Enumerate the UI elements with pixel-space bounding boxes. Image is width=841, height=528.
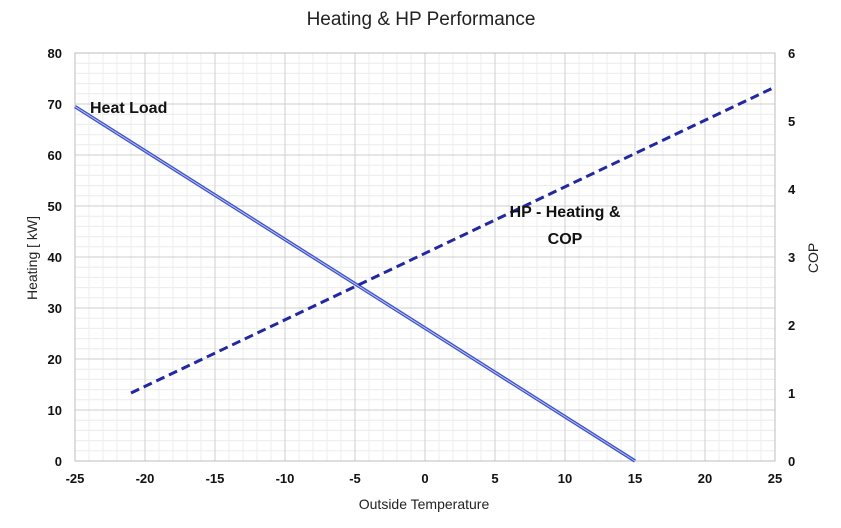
chart-title: Heating & HP Performance — [307, 9, 536, 30]
y-axis-label: Heating [ kW] — [24, 216, 40, 300]
series-line-1 — [130, 85, 776, 395]
y2-axis-label: COP — [805, 243, 821, 273]
x-tick-label: 15 — [628, 471, 642, 486]
y2-tick-label: 2 — [788, 318, 795, 333]
y2-tick-label: 4 — [788, 182, 796, 197]
x-tick-label: -20 — [136, 471, 155, 486]
y-tick-label: 30 — [48, 301, 62, 316]
y-tick-label: 60 — [48, 148, 62, 163]
y-tick-label: 20 — [48, 352, 62, 367]
x-tick-label: -10 — [276, 471, 295, 486]
grid — [74, 52, 776, 462]
y-tick-label: 70 — [48, 97, 62, 112]
y-tick-label: 0 — [55, 454, 62, 469]
series-lines — [74, 85, 776, 463]
y2-tick-label: 5 — [788, 114, 795, 129]
y-tick-label: 10 — [48, 403, 62, 418]
y2-tick-label: 0 — [788, 454, 795, 469]
x-tick-label: -15 — [206, 471, 225, 486]
x-tick-label: 25 — [768, 471, 782, 486]
x-axis-label: Outside Temperature — [359, 496, 490, 512]
annotation-heat-load: Heat Load — [90, 100, 167, 117]
annotation-hp-line1: HP - Heating & — [510, 204, 621, 221]
y-tick-label: 80 — [48, 46, 62, 61]
x-tick-label: -25 — [66, 471, 85, 486]
y2-tick-label: 3 — [788, 250, 795, 265]
x-tick-label: 5 — [491, 471, 498, 486]
plot-frame — [74, 52, 776, 462]
tick-labels: -25 -20 -15 -10 -5 0 5 10 15 20 250102030405060708… — [48, 46, 796, 486]
y2-tick-label: 6 — [788, 46, 795, 61]
series-line-highlight-0 — [74, 106, 636, 462]
x-tick-label: 20 — [698, 471, 712, 486]
y-tick-label: 50 — [48, 199, 62, 214]
x-tick-label: 10 — [558, 471, 572, 486]
y-tick-label: 40 — [48, 250, 62, 265]
annotation-hp-line2: COP — [548, 231, 583, 248]
x-tick-label: 0 — [421, 471, 428, 486]
x-tick-label: -5 — [349, 471, 361, 486]
y2-tick-label: 1 — [788, 386, 795, 401]
